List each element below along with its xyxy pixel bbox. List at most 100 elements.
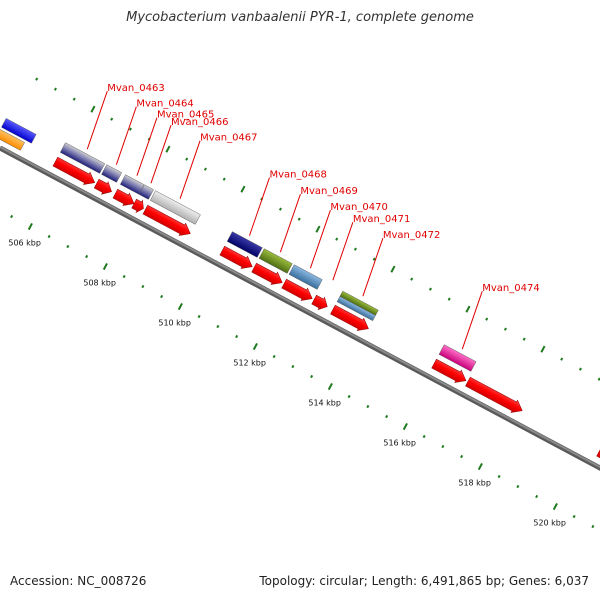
cds-arrow[interactable]: [251, 261, 286, 288]
inner-tick: [122, 274, 126, 279]
inner-tick: [497, 474, 501, 479]
outer-tick: [240, 185, 246, 193]
cds-arrow[interactable]: [112, 187, 137, 209]
inner-tick: [141, 284, 145, 289]
outer-tick-ring: [35, 77, 600, 381]
partial-blue-feature[interactable]: [1, 118, 37, 144]
inner-tick: [66, 244, 70, 249]
gene-label[interactable]: Mvan_0467: [200, 133, 257, 144]
inner-tick: [477, 462, 483, 471]
cds-arrow[interactable]: [281, 277, 316, 304]
inner-tick: [572, 514, 576, 519]
inner-tick: [252, 342, 258, 351]
genome-backbone: [0, 145, 600, 471]
gene-label[interactable]: Mvan_0465: [157, 110, 214, 121]
kbp-scale-labels: 506 kbp 508 kbp 510 kbp 512 kbp 514 kbp 516 k…: [8, 239, 566, 528]
outer-tick: [315, 225, 321, 233]
outer-tick: [335, 237, 339, 241]
kbp-label: 516 kbp: [383, 439, 416, 448]
outer-tick: [447, 297, 451, 301]
kbp-label: 520 kbp: [533, 519, 566, 528]
ref-feature-bar[interactable]: [60, 142, 106, 174]
outer-tick: [203, 167, 207, 171]
genome-stats-label: Topology: circular; Length: 6,491,865 bp…: [259, 574, 589, 588]
inner-tick: [327, 382, 333, 391]
outer-tick: [90, 105, 96, 113]
inner-tick: [385, 414, 389, 419]
kbp-label: 510 kbp: [158, 319, 191, 328]
inner-tick: [85, 254, 89, 259]
outer-tick: [165, 145, 171, 153]
outer-tick: [428, 287, 432, 291]
kbp-label: 514 kbp: [308, 399, 341, 408]
gene-label[interactable]: Mvan_0469: [300, 186, 357, 197]
gene-label[interactable]: Mvan_0474: [482, 283, 539, 294]
inner-tick: [160, 294, 164, 299]
inner-tick: [591, 524, 595, 529]
gene-label[interactable]: Mvan_0471: [353, 214, 410, 225]
gene-label[interactable]: Mvan_0466: [171, 117, 228, 128]
outer-tick: [222, 177, 226, 181]
outer-tick: [503, 327, 507, 331]
outer-tick: [297, 217, 301, 221]
outer-tick: [278, 207, 282, 211]
outer-tick: [410, 277, 414, 281]
outer-tick: [540, 345, 546, 353]
ref-feature-bar[interactable]: [101, 164, 122, 183]
outer-tick: [72, 97, 76, 101]
inner-tick: [197, 314, 201, 319]
outer-tick: [53, 87, 57, 91]
outer-tick: [128, 127, 132, 131]
gene-label[interactable]: Mvan_0464: [136, 99, 193, 110]
outer-tick: [465, 305, 471, 313]
accession-label: Accession: NC_008726: [10, 574, 147, 588]
outer-tick: [390, 265, 396, 273]
outer-tick: [560, 357, 564, 361]
reference-feature-track: [0, 118, 477, 372]
inner-tick: [216, 324, 220, 329]
inner-tick: [291, 364, 295, 369]
ref-feature-bar[interactable]: [226, 231, 263, 258]
cds-arrow[interactable]: [93, 177, 115, 197]
cds-arrow[interactable]: [465, 375, 526, 416]
cds-arrow[interactable]: [330, 303, 372, 334]
inner-tick: [235, 334, 239, 339]
ref-feature-bar[interactable]: [138, 184, 154, 200]
cds-arrow[interactable]: [142, 203, 194, 239]
cds-arrow[interactable]: [131, 197, 147, 214]
cds-arrow[interactable]: [219, 244, 256, 272]
gene-label[interactable]: Mvan_0472: [383, 230, 440, 241]
outer-tick: [372, 257, 376, 261]
gene-label[interactable]: Mvan_0470: [330, 202, 387, 213]
outer-tick: [185, 157, 189, 161]
inner-tick: [310, 374, 314, 379]
inner-tick: [460, 454, 464, 459]
partial-orange-feature[interactable]: [0, 129, 25, 151]
gene-label[interactable]: Mvan_0468: [269, 170, 326, 181]
inner-tick: [516, 484, 520, 489]
cds-arrow[interactable]: [311, 293, 331, 312]
gene-label[interactable]: Mvan_0463: [107, 83, 164, 94]
cds-arrow[interactable]: [52, 155, 98, 188]
kbp-label: 518 kbp: [458, 479, 491, 488]
inner-tick: [366, 404, 370, 409]
inner-tick: [27, 222, 33, 231]
cds-track: [52, 155, 600, 468]
ref-feature-bar[interactable]: [258, 248, 293, 274]
ref-feature-bar[interactable]: [438, 344, 477, 372]
inner-tick-ring: [10, 214, 595, 529]
inner-tick: [272, 354, 276, 359]
outer-tick: [578, 367, 582, 371]
kbp-label: 506 kbp: [8, 239, 41, 248]
kbp-label: 508 kbp: [83, 279, 116, 288]
ref-feature-bar[interactable]: [288, 264, 323, 290]
inner-tick: [441, 444, 445, 449]
genome-title: Mycobacterium vanbaalenii PYR-1, complet…: [126, 10, 474, 25]
cds-arrow[interactable]: [431, 357, 469, 386]
inner-tick: [535, 494, 539, 499]
inner-tick: [102, 262, 108, 271]
ref-feature-bar[interactable]: [336, 296, 376, 321]
inner-tick: [347, 394, 351, 399]
ref-feature-bar[interactable]: [150, 190, 201, 225]
